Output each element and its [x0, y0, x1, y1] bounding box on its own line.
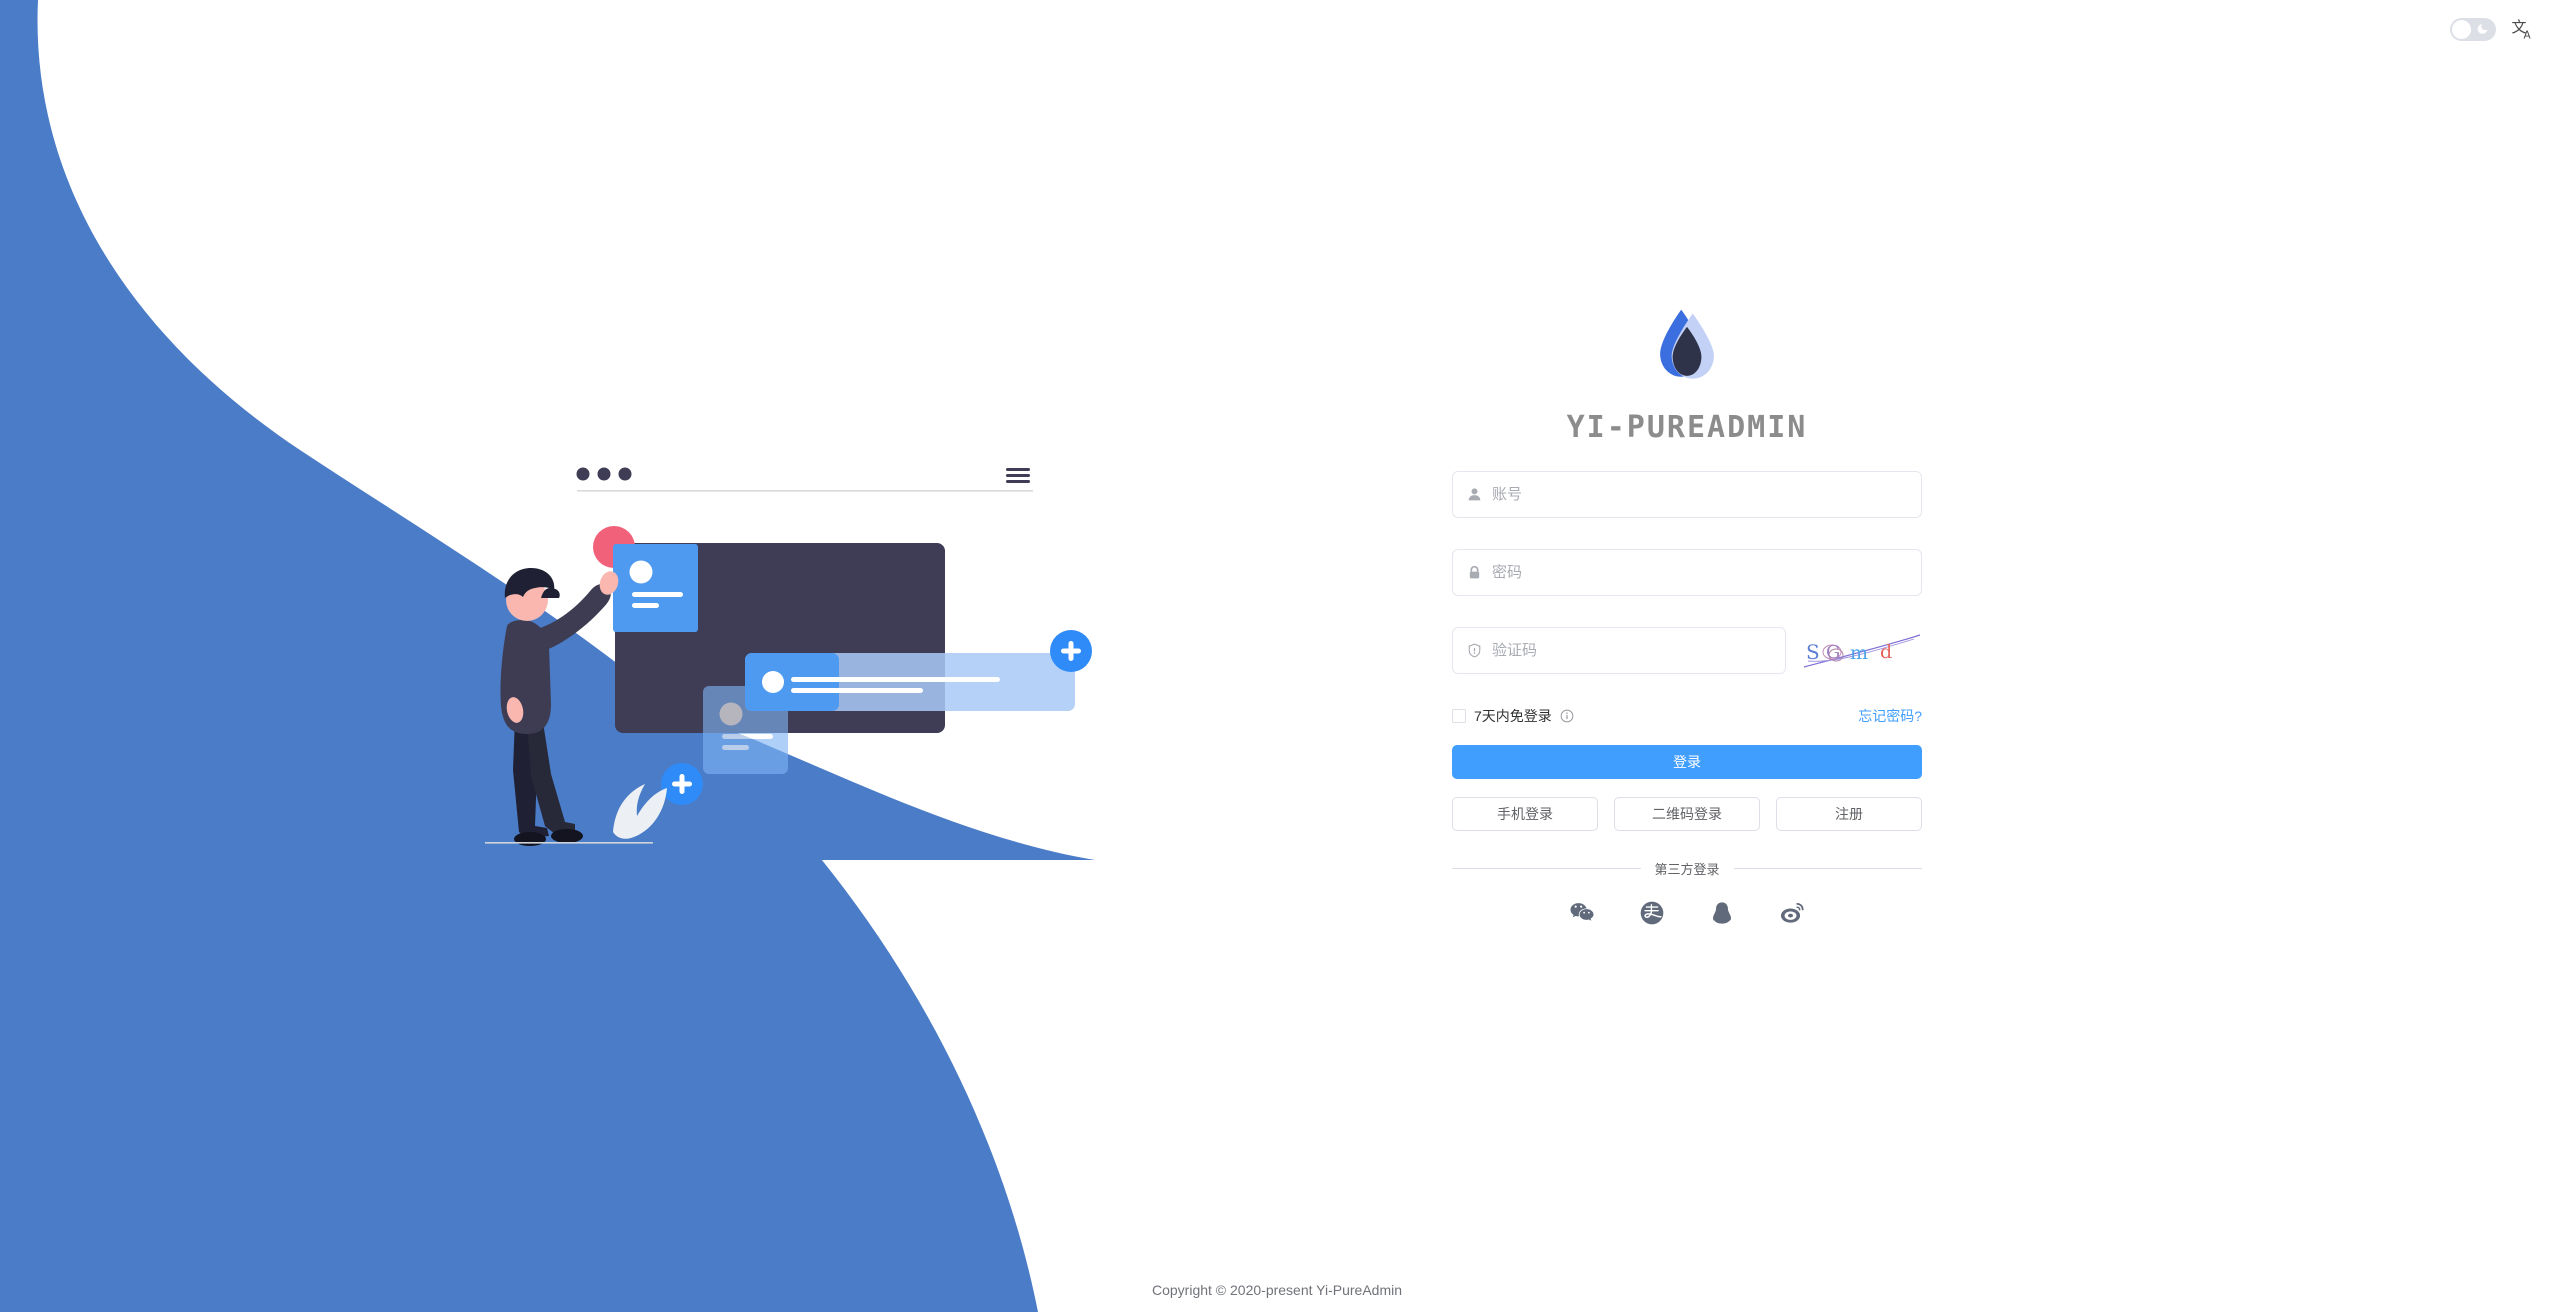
weibo-icon[interactable]: [1779, 900, 1805, 926]
toggle-knob: [2452, 19, 2471, 39]
phone-login-button[interactable]: 手机登录: [1452, 797, 1598, 831]
password-input[interactable]: [1492, 550, 1907, 595]
register-button[interactable]: 注册: [1776, 797, 1922, 831]
svg-text:A: A: [2524, 30, 2532, 42]
alipay-icon[interactable]: [1639, 900, 1665, 926]
username-field[interactable]: [1452, 471, 1922, 518]
translate-icon[interactable]: 文 A: [2510, 16, 2536, 42]
svg-text:G: G: [1826, 642, 1840, 663]
wechat-icon[interactable]: [1569, 900, 1595, 926]
page-title: YI-PUREADMIN: [1566, 410, 1808, 445]
svg-text:d: d: [1880, 641, 1892, 663]
captcha-row: S G m d: [1452, 627, 1922, 674]
login-button[interactable]: 登录: [1452, 745, 1922, 779]
captcha-input[interactable]: [1492, 628, 1771, 673]
remember-me-label: 7天内免登录: [1474, 708, 1552, 724]
forgot-password-link[interactable]: 忘记密码?: [1858, 708, 1922, 724]
footer-copyright: Copyright © 2020-present Yi-PureAdmin: [1152, 1282, 1402, 1298]
password-field[interactable]: [1452, 549, 1922, 596]
svg-text:文: 文: [2512, 18, 2527, 36]
remember-me-checkbox[interactable]: 7天内免登录: [1452, 706, 1574, 726]
svg-text:m: m: [1850, 642, 1868, 664]
qrcode-login-button[interactable]: 二维码登录: [1614, 797, 1760, 831]
secondary-action-row: 手机登录 二维码登录 注册: [1452, 797, 1922, 831]
top-controls: 文 A: [2450, 16, 2536, 42]
illustration-plus-button-bottom: [661, 763, 703, 805]
moon-icon: [2477, 24, 2488, 34]
captcha-field[interactable]: [1452, 627, 1786, 674]
water-drop-logo: [1660, 309, 1714, 379]
user-icon: [1467, 487, 1482, 502]
info-circle-icon[interactable]: [1560, 709, 1574, 723]
illustration-browser-bar: [576, 467, 1033, 492]
captcha-image[interactable]: S G m d: [1802, 627, 1922, 674]
login-panel: YI-PUREADMIN: [1452, 300, 1922, 926]
dark-mode-toggle[interactable]: [2450, 17, 2496, 41]
shield-icon: [1467, 643, 1482, 658]
brand-header: YI-PUREADMIN: [1452, 300, 1922, 445]
lock-icon: [1467, 565, 1482, 580]
svg-text:S: S: [1806, 640, 1820, 664]
username-input[interactable]: [1492, 472, 1907, 517]
qq-icon[interactable]: [1709, 900, 1735, 926]
illustration-card-blue-top: [613, 544, 698, 632]
third-party-login-row: [1452, 900, 1922, 926]
options-row: 7天内免登录 忘记密码?: [1452, 705, 1922, 727]
third-party-divider-label: 第三方登录: [1654, 862, 1720, 877]
checkbox-box[interactable]: [1452, 709, 1466, 723]
illustration-plus-button-right: [1050, 630, 1092, 672]
login-illustration: [455, 467, 1095, 860]
third-party-divider: 第三方登录: [1452, 859, 1922, 878]
